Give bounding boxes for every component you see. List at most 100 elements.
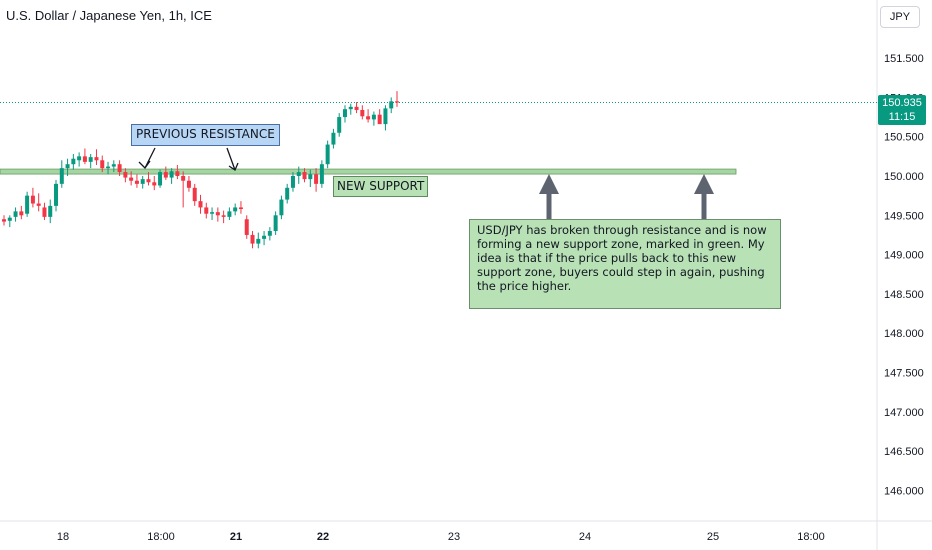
candle-body	[175, 171, 180, 176]
candle-body	[146, 179, 151, 183]
arrow-shaft	[546, 192, 552, 222]
candle-body	[377, 114, 382, 125]
price-tick-label: 149.500	[884, 210, 924, 222]
arrow-head	[539, 174, 559, 194]
candle	[215, 207, 220, 222]
currency-selector[interactable]: JPY	[880, 6, 920, 28]
candle	[348, 103, 353, 115]
candle-body	[204, 207, 209, 214]
candle	[389, 97, 394, 114]
candles	[2, 91, 399, 249]
candle-body	[71, 158, 76, 165]
candle-body	[42, 207, 47, 217]
price-tick-label: 147.000	[884, 407, 924, 419]
candle-body	[13, 211, 18, 217]
candle	[377, 109, 382, 125]
candle-body	[342, 109, 347, 118]
candle-body	[152, 182, 157, 186]
candle	[279, 195, 284, 220]
candle	[354, 102, 359, 114]
time-tick-label: 21	[230, 531, 242, 543]
candle-body	[319, 164, 324, 184]
candle-body	[302, 172, 307, 180]
candle-body	[7, 217, 12, 221]
candle-body	[82, 156, 87, 162]
candle	[256, 232, 261, 249]
time-tick-label: 18	[57, 531, 69, 543]
candle	[30, 187, 35, 208]
candle	[77, 152, 82, 167]
candle-body	[273, 215, 278, 232]
candle	[134, 174, 139, 188]
time-tick-label: 23	[448, 531, 460, 543]
candle-body	[54, 183, 59, 206]
candle-body	[389, 101, 394, 109]
candle-body	[244, 219, 249, 235]
candle-body	[123, 172, 128, 178]
bar-countdown: 11:15	[888, 111, 916, 123]
candle	[192, 183, 197, 206]
candle	[331, 128, 336, 149]
candle	[198, 194, 203, 214]
candle	[181, 171, 186, 208]
price-axis[interactable]: 151.500151.000150.500150.000149.500149.0…	[876, 0, 924, 550]
support-zone	[0, 102, 877, 175]
candle-body	[94, 157, 99, 161]
time-axis[interactable]: 18 18:00 21 22 23 24 25 18:00	[0, 520, 932, 543]
candle-body	[215, 212, 220, 216]
candle	[48, 199, 53, 224]
candle-body	[250, 234, 255, 244]
candle-body	[290, 176, 295, 188]
candle	[221, 210, 226, 224]
candle-body	[59, 168, 64, 184]
candle	[163, 166, 168, 180]
candle-body	[383, 108, 388, 125]
arrow-shaft	[701, 192, 707, 222]
candle-body	[25, 195, 30, 214]
candle-body	[296, 172, 301, 176]
candle-body	[169, 171, 174, 178]
candle-body	[348, 106, 353, 110]
candle-body	[19, 211, 24, 216]
chart-title: U.S. Dollar / Japanese Yen, 1h, ICE	[6, 8, 212, 23]
candle	[88, 153, 93, 169]
support-zone-band	[0, 168, 737, 175]
resistance-arrow-right	[226, 147, 239, 171]
up-arrow-left	[539, 174, 559, 222]
candle	[59, 160, 64, 188]
candle-body	[129, 177, 134, 181]
candle-body	[192, 187, 197, 202]
candle	[106, 161, 111, 175]
candle	[169, 168, 174, 184]
candle	[158, 169, 163, 188]
candle	[337, 113, 342, 137]
candle	[94, 149, 99, 165]
candle	[325, 140, 330, 169]
candle-body	[371, 114, 376, 120]
candle-body	[366, 116, 371, 120]
candle-body	[65, 164, 70, 169]
candle	[129, 171, 134, 186]
time-tick-label: 18:00	[147, 531, 175, 543]
candle	[233, 203, 238, 216]
candle-body	[181, 176, 186, 181]
candle-body	[111, 164, 116, 167]
price-tick-label: 147.500	[884, 368, 924, 380]
time-tick-label: 18:00	[797, 531, 825, 543]
candle	[285, 183, 290, 204]
candle-body	[186, 180, 191, 188]
candle	[111, 160, 116, 173]
candle	[117, 160, 122, 176]
candle	[19, 205, 24, 220]
candle-body	[158, 172, 163, 186]
candle	[140, 176, 145, 189]
candle	[2, 215, 6, 226]
candle-body	[48, 205, 53, 217]
candle	[250, 231, 255, 249]
candle-body	[221, 215, 226, 217]
candle-body	[227, 211, 232, 217]
time-tick-label: 24	[579, 531, 591, 543]
candle	[13, 207, 18, 222]
candle	[296, 166, 301, 184]
